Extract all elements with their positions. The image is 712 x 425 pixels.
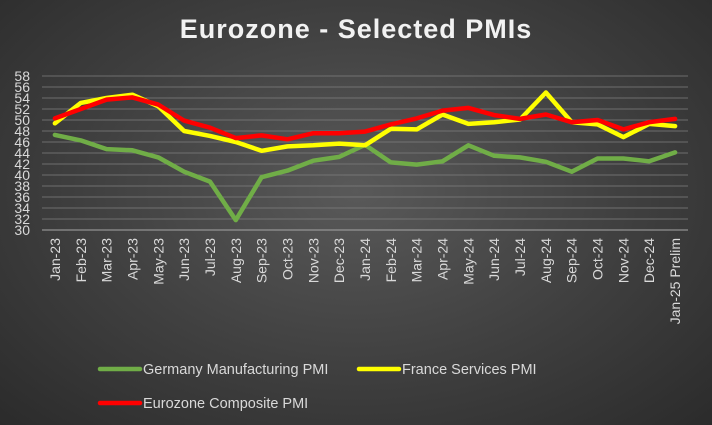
y-tick-label: 52 <box>14 101 30 117</box>
x-tick-label: Mar-23 <box>99 238 115 283</box>
x-tick-label: Oct-24 <box>590 238 606 280</box>
legend-item: France Services PMI <box>356 362 537 378</box>
x-tick-label: Jun-24 <box>486 238 502 281</box>
series-line-eurozone-composite-pmi <box>52 95 678 142</box>
legend-label: Eurozone Composite PMI <box>143 396 308 412</box>
x-tick-label: Apr-23 <box>124 238 140 280</box>
y-tick-label: 48 <box>14 123 30 139</box>
x-tick-label: Jul-23 <box>202 238 218 276</box>
y-tick-label: 42 <box>14 156 30 172</box>
y-tick-label: 50 <box>14 112 30 128</box>
chart-title: Eurozone - Selected PMIs <box>179 14 533 44</box>
x-tick-label: Jan-25 Prelim <box>667 238 683 324</box>
x-tick-label: May-24 <box>460 238 476 285</box>
y-tick-label: 38 <box>14 178 30 194</box>
legend-label: France Services PMI <box>402 362 537 378</box>
x-tick-label: Feb-23 <box>73 238 89 283</box>
x-tick-label: Jun-23 <box>176 238 192 281</box>
y-tick-label: 54 <box>14 90 30 106</box>
x-tick-label: Nov-23 <box>305 238 321 283</box>
y-tick-label: 44 <box>14 145 30 161</box>
y-tick-label: 40 <box>14 167 30 183</box>
y-tick-label: 34 <box>14 200 30 216</box>
y-tick-label: 30 <box>14 222 30 238</box>
x-tick-label: Jul-24 <box>512 238 528 276</box>
x-tick-label: Aug-23 <box>228 238 244 283</box>
legend-item: Germany Manufacturing PMI <box>97 362 328 378</box>
y-tick-label: 36 <box>14 189 30 205</box>
legend-label: Germany Manufacturing PMI <box>143 362 328 378</box>
y-tick-label: 58 <box>14 68 30 84</box>
y-tick-label: 56 <box>14 79 30 95</box>
series-line-germany-manufacturing-pmi <box>52 132 678 223</box>
x-tick-label: Apr-24 <box>435 238 451 280</box>
legend-item: Eurozone Composite PMI <box>97 396 308 412</box>
x-tick-label: Feb-24 <box>383 238 399 283</box>
x-tick-label: Dec-23 <box>331 238 347 283</box>
x-tick-label: Jan-24 <box>357 238 373 281</box>
x-tick-label: Oct-23 <box>279 238 295 280</box>
y-tick-label: 46 <box>14 134 30 150</box>
x-tick-label: Aug-24 <box>538 238 554 283</box>
x-tick-label: Sep-24 <box>564 238 580 283</box>
x-tick-label: Sep-23 <box>254 238 270 283</box>
x-tick-label: Mar-24 <box>409 238 425 283</box>
x-tick-label: Jan-23 <box>47 238 63 281</box>
y-tick-label: 32 <box>14 211 30 227</box>
x-tick-label: May-23 <box>150 238 166 285</box>
x-tick-label: Nov-24 <box>615 238 631 283</box>
x-tick-label: Dec-24 <box>641 238 657 283</box>
